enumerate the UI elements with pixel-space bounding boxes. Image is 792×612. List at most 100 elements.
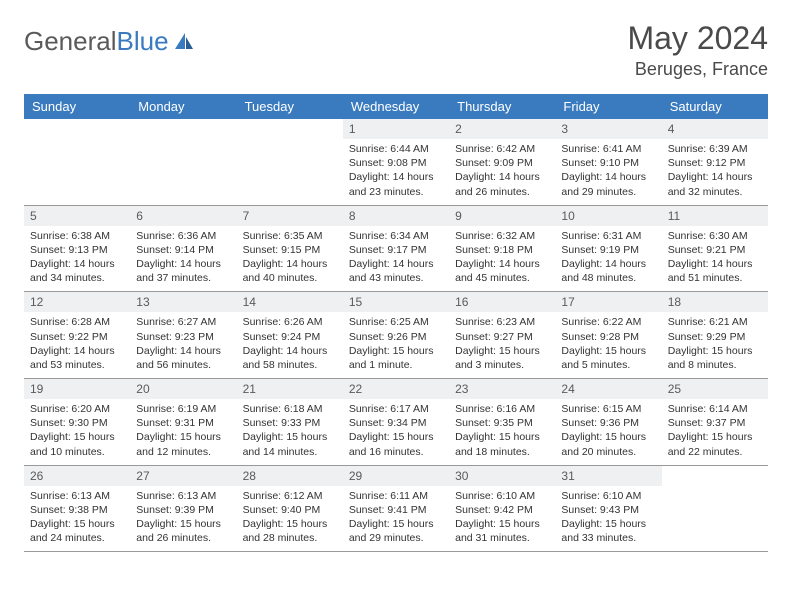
day-info: Sunrise: 6:19 AMSunset: 9:31 PMDaylight:… <box>136 402 230 459</box>
day-number: 28 <box>237 466 343 486</box>
sunrise-text: Sunrise: 6:34 AM <box>349 229 443 243</box>
day-info: Sunrise: 6:18 AMSunset: 9:33 PMDaylight:… <box>243 402 337 459</box>
sunset-text: Sunset: 9:28 PM <box>561 330 655 344</box>
sunset-text: Sunset: 9:17 PM <box>349 243 443 257</box>
day-cell: 8 Sunrise: 6:34 AMSunset: 9:17 PMDaylight… <box>343 205 449 292</box>
day-info: Sunrise: 6:30 AMSunset: 9:21 PMDaylight:… <box>668 229 762 286</box>
day-number: 16 <box>449 292 555 312</box>
daylight-text: Daylight: 15 hours and 22 minutes. <box>668 430 762 458</box>
day-number: 4 <box>662 119 768 139</box>
day-cell: 4 Sunrise: 6:39 AMSunset: 9:12 PMDaylight… <box>662 119 768 205</box>
day-cell: 3 Sunrise: 6:41 AMSunset: 9:10 PMDaylight… <box>555 119 661 205</box>
day-cell: 25Sunrise: 6:14 AMSunset: 9:37 PMDayligh… <box>662 379 768 466</box>
sunrise-text: Sunrise: 6:12 AM <box>243 489 337 503</box>
day-cell: 29Sunrise: 6:11 AMSunset: 9:41 PMDayligh… <box>343 465 449 552</box>
day-number: 5 <box>24 206 130 226</box>
location: Beruges, France <box>627 59 768 80</box>
daylight-text: Daylight: 14 hours and 29 minutes. <box>561 170 655 198</box>
week-row: 12Sunrise: 6:28 AMSunset: 9:22 PMDayligh… <box>24 292 768 379</box>
day-info: Sunrise: 6:31 AMSunset: 9:19 PMDaylight:… <box>561 229 655 286</box>
day-number: 26 <box>24 466 130 486</box>
calendar-page: GeneralBlue May 2024 Beruges, France Sun… <box>0 0 792 572</box>
day-cell: 30Sunrise: 6:10 AMSunset: 9:42 PMDayligh… <box>449 465 555 552</box>
sunrise-text: Sunrise: 6:36 AM <box>136 229 230 243</box>
day-info: Sunrise: 6:14 AMSunset: 9:37 PMDaylight:… <box>668 402 762 459</box>
day-cell: 18Sunrise: 6:21 AMSunset: 9:29 PMDayligh… <box>662 292 768 379</box>
day-info: Sunrise: 6:25 AMSunset: 9:26 PMDaylight:… <box>349 315 443 372</box>
sunset-text: Sunset: 9:43 PM <box>561 503 655 517</box>
day-number: 8 <box>343 206 449 226</box>
dayhead-wed: Wednesday <box>343 94 449 119</box>
sunrise-text: Sunrise: 6:39 AM <box>668 142 762 156</box>
sunset-text: Sunset: 9:30 PM <box>30 416 124 430</box>
day-info: Sunrise: 6:26 AMSunset: 9:24 PMDaylight:… <box>243 315 337 372</box>
daylight-text: Daylight: 14 hours and 58 minutes. <box>243 344 337 372</box>
day-info: Sunrise: 6:12 AMSunset: 9:40 PMDaylight:… <box>243 489 337 546</box>
sunset-text: Sunset: 9:31 PM <box>136 416 230 430</box>
day-info: Sunrise: 6:17 AMSunset: 9:34 PMDaylight:… <box>349 402 443 459</box>
daylight-text: Daylight: 14 hours and 23 minutes. <box>349 170 443 198</box>
daylight-text: Daylight: 15 hours and 24 minutes. <box>30 517 124 545</box>
day-info: Sunrise: 6:13 AMSunset: 9:38 PMDaylight:… <box>30 489 124 546</box>
daylight-text: Daylight: 14 hours and 34 minutes. <box>30 257 124 285</box>
sunset-text: Sunset: 9:35 PM <box>455 416 549 430</box>
day-info: Sunrise: 6:39 AMSunset: 9:12 PMDaylight:… <box>668 142 762 199</box>
day-number: 9 <box>449 206 555 226</box>
day-cell: 19Sunrise: 6:20 AMSunset: 9:30 PMDayligh… <box>24 379 130 466</box>
day-number: 27 <box>130 466 236 486</box>
day-cell: 10 Sunrise: 6:31 AMSunset: 9:19 PMDayligh… <box>555 205 661 292</box>
daylight-text: Daylight: 14 hours and 32 minutes. <box>668 170 762 198</box>
title-block: May 2024 Beruges, France <box>627 20 768 80</box>
day-number: 3 <box>555 119 661 139</box>
day-cell: 21 Sunrise: 6:18 AMSunset: 9:33 PMDayligh… <box>237 379 343 466</box>
day-cell: 23Sunrise: 6:16 AMSunset: 9:35 PMDayligh… <box>449 379 555 466</box>
week-row: 1Sunrise: 6:44 AMSunset: 9:08 PMDaylight… <box>24 119 768 205</box>
sunrise-text: Sunrise: 6:38 AM <box>30 229 124 243</box>
daylight-text: Daylight: 14 hours and 26 minutes. <box>455 170 549 198</box>
sunrise-text: Sunrise: 6:15 AM <box>561 402 655 416</box>
sunrise-text: Sunrise: 6:44 AM <box>349 142 443 156</box>
day-number: 17 <box>555 292 661 312</box>
sunset-text: Sunset: 9:26 PM <box>349 330 443 344</box>
sunrise-text: Sunrise: 6:10 AM <box>455 489 549 503</box>
day-number: 10 <box>555 206 661 226</box>
day-number: 24 <box>555 379 661 399</box>
sunrise-text: Sunrise: 6:19 AM <box>136 402 230 416</box>
day-number: 2 <box>449 119 555 139</box>
daylight-text: Daylight: 15 hours and 8 minutes. <box>668 344 762 372</box>
day-info: Sunrise: 6:32 AMSunset: 9:18 PMDaylight:… <box>455 229 549 286</box>
sunset-text: Sunset: 9:14 PM <box>136 243 230 257</box>
day-cell: 2Sunrise: 6:42 AMSunset: 9:09 PMDaylight… <box>449 119 555 205</box>
day-info: Sunrise: 6:41 AMSunset: 9:10 PMDaylight:… <box>561 142 655 199</box>
sunrise-text: Sunrise: 6:25 AM <box>349 315 443 329</box>
day-number: 14 <box>237 292 343 312</box>
day-cell: 16Sunrise: 6:23 AMSunset: 9:27 PMDayligh… <box>449 292 555 379</box>
sunrise-text: Sunrise: 6:21 AM <box>668 315 762 329</box>
day-number: 21 <box>237 379 343 399</box>
daylight-text: Daylight: 14 hours and 51 minutes. <box>668 257 762 285</box>
brand-word-2: Blue <box>117 26 169 57</box>
day-number: 23 <box>449 379 555 399</box>
day-number: 19 <box>24 379 130 399</box>
day-info: Sunrise: 6:35 AMSunset: 9:15 PMDaylight:… <box>243 229 337 286</box>
daylight-text: Daylight: 14 hours and 43 minutes. <box>349 257 443 285</box>
daylight-text: Daylight: 15 hours and 14 minutes. <box>243 430 337 458</box>
sunset-text: Sunset: 9:13 PM <box>30 243 124 257</box>
sunrise-text: Sunrise: 6:13 AM <box>30 489 124 503</box>
day-number: 7 <box>237 206 343 226</box>
day-info: Sunrise: 6:38 AMSunset: 9:13 PMDaylight:… <box>30 229 124 286</box>
dayhead-tue: Tuesday <box>237 94 343 119</box>
sunrise-text: Sunrise: 6:11 AM <box>349 489 443 503</box>
sunrise-text: Sunrise: 6:30 AM <box>668 229 762 243</box>
dayhead-fri: Friday <box>555 94 661 119</box>
day-cell <box>237 119 343 205</box>
sunrise-text: Sunrise: 6:14 AM <box>668 402 762 416</box>
sunrise-text: Sunrise: 6:13 AM <box>136 489 230 503</box>
day-cell: 6Sunrise: 6:36 AMSunset: 9:14 PMDaylight… <box>130 205 236 292</box>
dayhead-sun: Sunday <box>24 94 130 119</box>
sunset-text: Sunset: 9:15 PM <box>243 243 337 257</box>
calendar-table: Sunday Monday Tuesday Wednesday Thursday… <box>24 94 768 552</box>
daylight-text: Daylight: 15 hours and 1 minute. <box>349 344 443 372</box>
day-cell: 15Sunrise: 6:25 AMSunset: 9:26 PMDayligh… <box>343 292 449 379</box>
day-header-row: Sunday Monday Tuesday Wednesday Thursday… <box>24 94 768 119</box>
